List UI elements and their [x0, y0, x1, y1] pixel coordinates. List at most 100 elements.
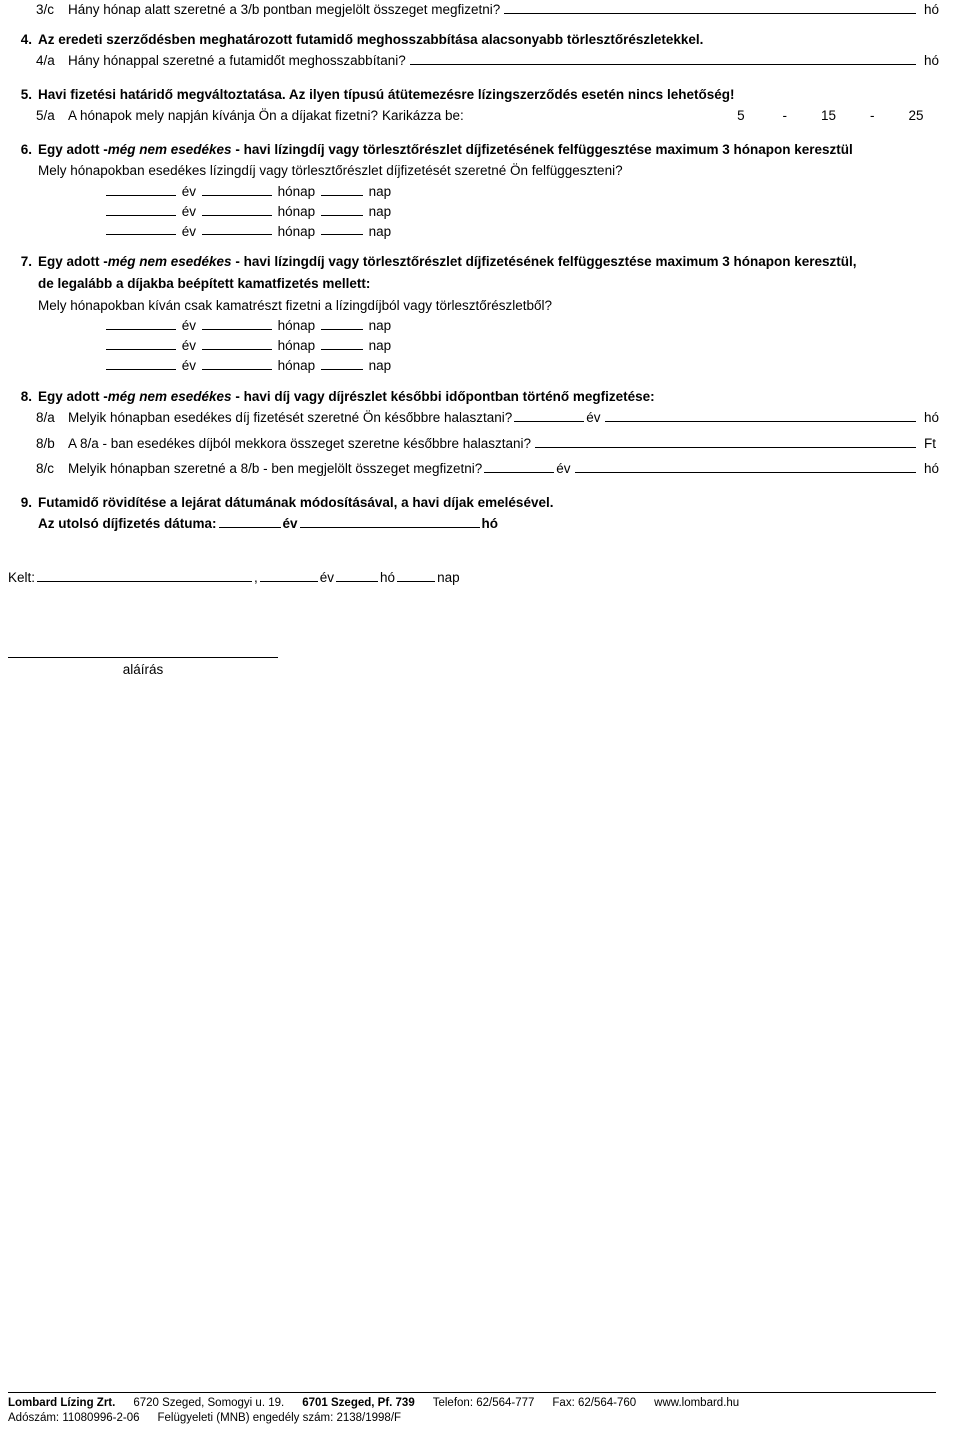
opt-dash2: -	[852, 106, 892, 126]
item-7-date-2: év hónap nap	[104, 337, 936, 353]
item-6-l1c: - havi lízingdíj vagy törlesztőrészlet d…	[232, 142, 853, 157]
item-6-l1a: Egy adott -	[38, 142, 108, 157]
document-page: 3/c Hány hónap alatt szeretné a 3/b pont…	[0, 0, 960, 1447]
kelt-place-blank[interactable]	[37, 569, 252, 582]
item-4: 4. Az eredeti szerződésben meghatározott…	[8, 30, 936, 71]
item-9-num: 9.	[8, 493, 38, 513]
item-8a-text: Melyik hónapban esedékes díj fizetését s…	[68, 408, 512, 428]
opt-5[interactable]: 5	[721, 106, 761, 126]
opt-15[interactable]: 15	[808, 106, 848, 126]
item-3c-text: Hány hónap alatt szeretné a 3/b pontban …	[68, 0, 500, 20]
item-6-date-1: év hónap nap	[104, 183, 936, 199]
label-honap: hónap	[278, 184, 316, 199]
item-7-l2: de legalább a díjakba beépített kamatfiz…	[38, 274, 936, 294]
item-7-date-1: év hónap nap	[104, 317, 936, 333]
item-4a-sub: 4/a	[8, 51, 68, 71]
item-7-num: 7.	[8, 252, 38, 272]
signature-label: aláírás	[8, 662, 278, 677]
kelt-ho: hó	[380, 568, 395, 588]
kelt-row: Kelt: , év hó nap	[8, 568, 936, 588]
item-8b-text: A 8/a - ban esedékes díjból mekkora össz…	[68, 434, 531, 454]
item-8c-ev-blank[interactable]	[484, 460, 554, 473]
item-5a-text: A hónapok mely napján kívánja Ön a díjak…	[68, 106, 378, 126]
item-6-num: 6.	[8, 140, 38, 160]
item-7-l1b: még nem esedékes	[108, 254, 232, 269]
footer-addr1: 6720 Szeged, Somogyi u. 19.	[133, 1396, 284, 1412]
footer-reg: Felügyeleti (MNB) engedély szám: 2138/19…	[158, 1411, 402, 1427]
item-5a: 5/a A hónapok mely napján kívánja Ön a d…	[8, 106, 936, 126]
opt-dash1: -	[765, 106, 805, 126]
signature-line[interactable]	[8, 657, 278, 658]
item-7-l3: Mely hónapokban kíván csak kamatrészt fi…	[38, 296, 936, 316]
item-9-ho-blank[interactable]	[300, 516, 480, 529]
item-8c-sub: 8/c	[8, 459, 68, 479]
item-8-l1c: - havi díj vagy díjrészlet későbbi időpo…	[232, 389, 655, 404]
item-8-num: 8.	[8, 387, 38, 407]
item-8a: 8/a Melyik hónapban esedékes díj fizetés…	[8, 408, 936, 428]
footer-tax: Adószám: 11080996-2-06	[8, 1411, 140, 1427]
kelt-ev-blank[interactable]	[260, 569, 318, 582]
item-8a-ho-blank[interactable]	[605, 409, 916, 422]
item-9: 9. Futamidő rövidítése a lejárat dátumán…	[8, 493, 936, 534]
footer-addr2: 6701 Szeged, Pf. 739	[302, 1396, 415, 1412]
kelt-nap: nap	[437, 568, 460, 588]
item-3c: 3/c Hány hónap alatt szeretné a 3/b pont…	[8, 0, 936, 20]
item-8b-sub: 8/b	[8, 434, 68, 454]
item-8-l1a: Egy adott -	[38, 389, 108, 404]
item-4-text: Az eredeti szerződésben meghatározott fu…	[38, 30, 936, 50]
item-5a-options[interactable]: 5 - 15 - 25	[721, 106, 936, 126]
item-6-date-2: év hónap nap	[104, 203, 936, 219]
item-6-dates: év hónap nap év hónap nap év hónap nap	[8, 183, 936, 238]
item-8a-sub: 8/a	[8, 408, 68, 428]
item-3c-blank[interactable]	[504, 1, 916, 14]
item-8a-ev-blank[interactable]	[514, 409, 584, 422]
footer-fax: Fax: 62/564-760	[552, 1396, 636, 1412]
kelt-nap-blank[interactable]	[397, 569, 435, 582]
item-5a-sub: 5/a	[8, 106, 68, 126]
item-6-l2: Mely hónapokban esedékes lízingdíj vagy …	[38, 161, 936, 181]
item-8: 8. Egy adott -még nem esedékes - havi dí…	[8, 387, 936, 479]
item-8b-unit: Ft	[920, 434, 936, 454]
signature-block: aláírás	[8, 657, 936, 677]
item-7-dates: év hónap nap év hónap nap év hónap nap	[8, 317, 936, 372]
item-9-ev: év	[283, 514, 298, 534]
footer: Lombard Lízing Zrt. 6720 Szeged, Somogyi…	[8, 1392, 936, 1427]
kelt-ho-blank[interactable]	[336, 569, 378, 582]
item-9-text2: Az utolsó díjfizetés dátuma:	[38, 514, 217, 534]
item-3c-sub: 3/c	[8, 0, 68, 20]
item-8a-unit: hó	[920, 408, 936, 428]
item-8b: 8/b A 8/a - ban esedékes díjból mekkora …	[8, 434, 936, 454]
label-nap: nap	[369, 184, 392, 199]
item-6-l1b: még nem esedékes	[108, 142, 232, 157]
item-4a: 4/a Hány hónappal szeretné a futamidőt m…	[8, 51, 936, 71]
item-7-l1a: Egy adott -	[38, 254, 108, 269]
item-5-num: 5.	[8, 85, 38, 105]
item-7-date-3: év hónap nap	[104, 357, 936, 373]
item-9-ev-blank[interactable]	[219, 516, 281, 529]
item-9-ho: hó	[482, 514, 499, 534]
item-8b-blank[interactable]	[535, 435, 916, 448]
item-9-text1: Futamidő rövidítése a lejárat dátumának …	[38, 493, 936, 513]
item-8c-text: Melyik hónapban szeretné a 8/b - ben meg…	[68, 459, 482, 479]
footer-web: www.lombard.hu	[654, 1396, 739, 1412]
label-ev: év	[586, 408, 600, 428]
item-7: 7. Egy adott -még nem esedékes - havi lí…	[8, 252, 936, 372]
item-6: 6. Egy adott -még nem esedékes - havi lí…	[8, 140, 936, 239]
item-8c-ho-blank[interactable]	[575, 460, 916, 473]
item-5-text: Havi fizetési határidő megváltoztatása. …	[38, 85, 936, 105]
item-3c-unit: hó	[920, 0, 936, 20]
footer-tel: Telefon: 62/564-777	[433, 1396, 535, 1412]
item-7-l1c: - havi lízingdíj vagy törlesztőrészlet d…	[232, 254, 857, 269]
q6-d1-nap-blank[interactable]	[321, 183, 363, 196]
kelt-label: Kelt:	[8, 568, 35, 588]
item-8-l1b: még nem esedékes	[108, 389, 232, 404]
opt-25[interactable]: 25	[896, 106, 936, 126]
label-ev: év	[182, 184, 196, 199]
item-4a-text: Hány hónappal szeretné a futamidőt megho…	[68, 51, 406, 71]
q6-d1-ev-blank[interactable]	[106, 183, 176, 196]
item-4a-blank[interactable]	[410, 52, 916, 65]
item-8c-unit: hó	[920, 459, 936, 479]
q6-d1-ho-blank[interactable]	[202, 183, 272, 196]
item-5a-hint: Karikázza be:	[378, 106, 470, 126]
label-ev: év	[556, 459, 570, 479]
